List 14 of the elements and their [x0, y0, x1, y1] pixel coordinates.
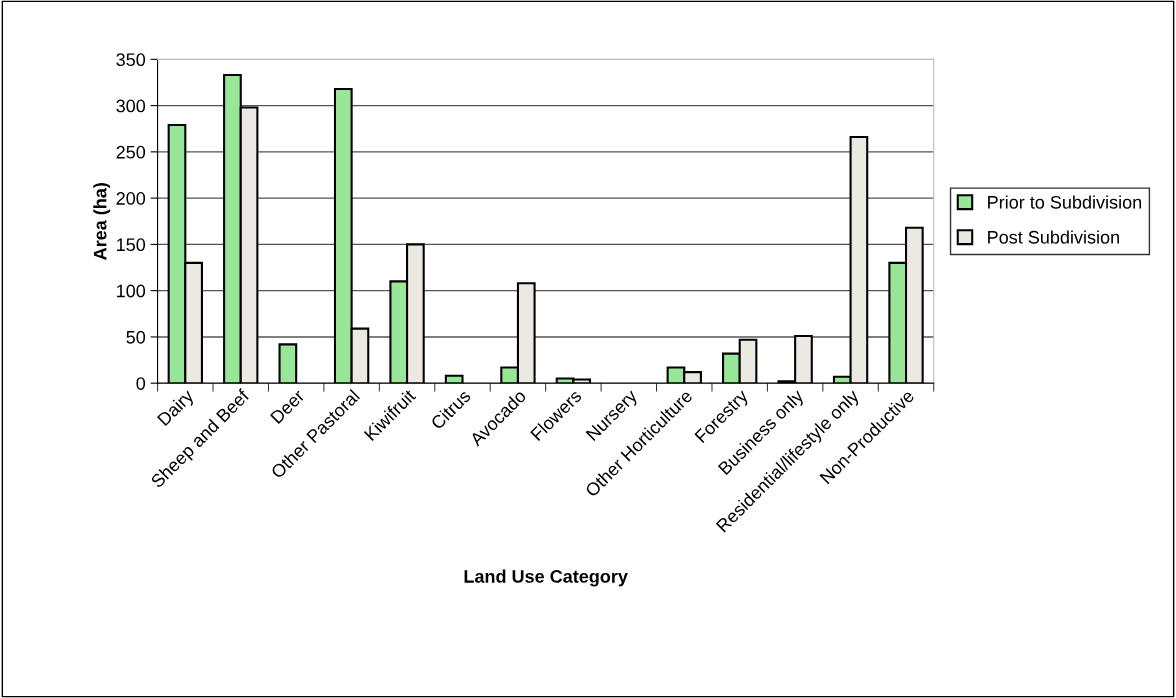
y-tick-label: 0 [136, 377, 146, 390]
x-axis-title: Land Use Category [464, 569, 628, 587]
y-tick-label: 200 [116, 192, 146, 205]
y-tick-label: 300 [116, 99, 146, 113]
y-tick-label: 250 [116, 145, 146, 159]
y-axis-title: Area (ha) [93, 183, 111, 260]
y-tick-label: 350 [116, 53, 146, 67]
y-tick-label: 50 [126, 330, 146, 344]
y-tick-label: 150 [117, 238, 146, 252]
bar [278, 343, 298, 384]
legend-label: Post Subdivision [988, 230, 1119, 244]
bar [444, 374, 464, 384]
y-tick-label: 100 [117, 284, 146, 298]
legend-label: Prior to Subdivision [988, 195, 1142, 209]
